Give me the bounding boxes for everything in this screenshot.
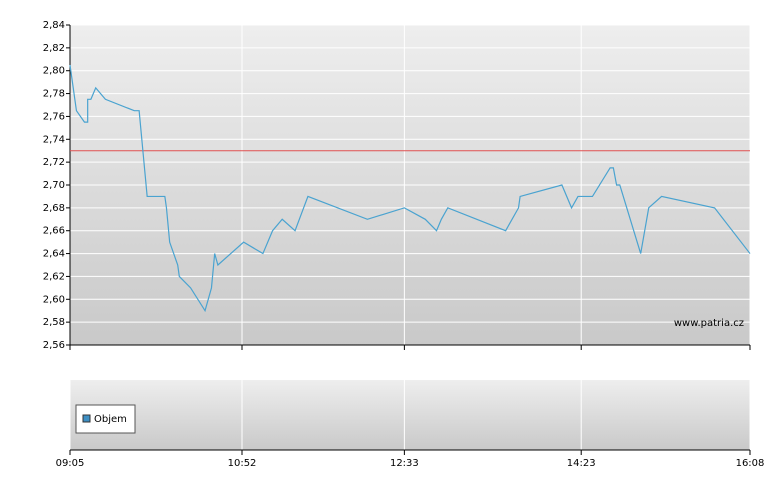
legend-swatch bbox=[82, 414, 91, 423]
y-tick-label: 2,84 bbox=[43, 20, 65, 31]
watermark: www.patria.cz bbox=[674, 318, 744, 329]
y-tick-label: 2,82 bbox=[43, 43, 65, 54]
y-tick-label: 2,62 bbox=[43, 271, 65, 282]
x-tick-label: 16:08 bbox=[736, 458, 765, 469]
y-tick-label: 2,76 bbox=[43, 111, 65, 122]
y-tick-label: 2,74 bbox=[43, 134, 65, 145]
y-tick-label: 2,58 bbox=[43, 317, 65, 328]
y-tick-label: 2,72 bbox=[43, 157, 65, 168]
y-tick-label: 2,70 bbox=[43, 180, 65, 191]
legend-label: Objem bbox=[94, 414, 127, 425]
marks bbox=[69, 64, 751, 313]
y-tick-label: 2,66 bbox=[43, 226, 65, 237]
y-tick-label: 2,60 bbox=[43, 294, 65, 305]
y-tick-label: 2,56 bbox=[43, 340, 65, 351]
y-tick-label: 2,64 bbox=[43, 249, 65, 260]
grid bbox=[66, 24, 751, 455]
price-line bbox=[69, 64, 751, 313]
volume-area bbox=[70, 380, 750, 450]
x-tick-label: 12:33 bbox=[390, 458, 419, 469]
y-tick-label: 2,78 bbox=[43, 89, 65, 100]
x-tick-label: 10:52 bbox=[228, 458, 257, 469]
x-tick-label: 09:05 bbox=[56, 458, 85, 469]
x-tick-label: 14:23 bbox=[567, 458, 596, 469]
y-tick-label: 2,80 bbox=[43, 66, 65, 77]
y-tick-label: 2,68 bbox=[43, 203, 65, 214]
